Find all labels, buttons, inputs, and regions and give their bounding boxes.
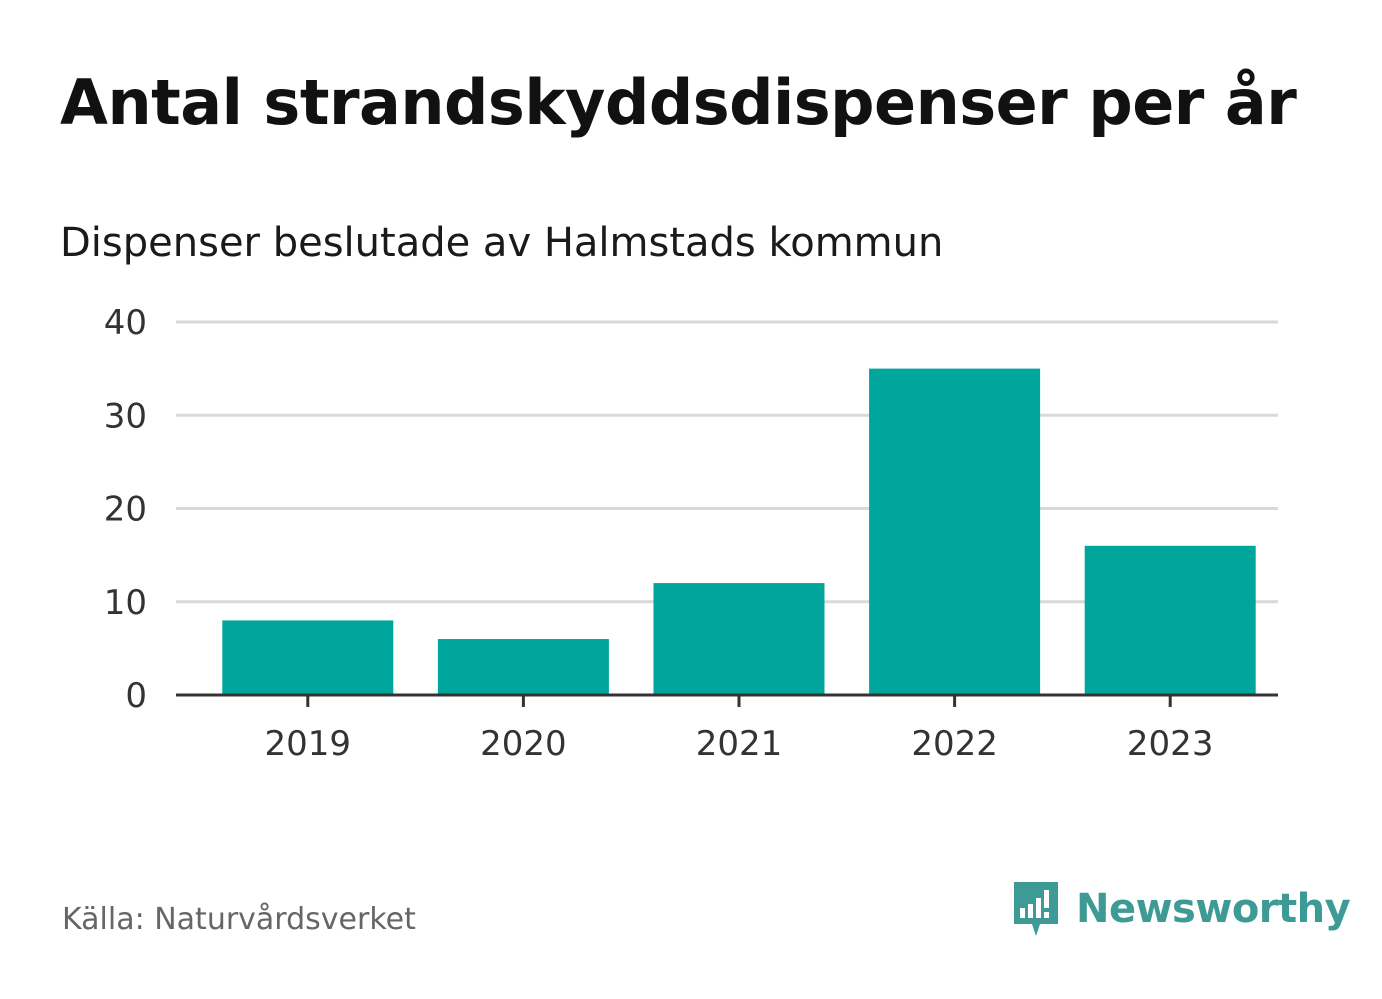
x-tick-label: 2019 (265, 724, 352, 764)
newsworthy-logo-icon (1014, 882, 1058, 936)
x-tick-label: 2021 (696, 724, 783, 764)
source-note: Källa: Naturvårdsverket (62, 902, 416, 937)
y-tick-label: 10 (104, 583, 147, 623)
y-tick-label: 20 (104, 490, 147, 530)
x-tick-label: 2022 (911, 724, 998, 764)
bar (222, 620, 394, 695)
chart-title: Antal strandskyddsdispenser per år (60, 66, 1297, 139)
y-tick-label: 40 (104, 303, 147, 343)
bar (1084, 545, 1256, 695)
x-tick-label: 2020 (480, 724, 567, 764)
x-tick-label: 2023 (1127, 724, 1214, 764)
bar (437, 639, 609, 695)
brand-logo[interactable]: Newsworthy (1010, 878, 1351, 940)
y-tick-label: 0 (125, 676, 147, 716)
brand-name: Newsworthy (1076, 886, 1351, 932)
chart-subtitle: Dispenser beslutade av Halmstads kommun (60, 220, 944, 266)
bar (653, 583, 825, 695)
y-tick-label: 30 (104, 396, 147, 436)
bar (869, 368, 1041, 695)
